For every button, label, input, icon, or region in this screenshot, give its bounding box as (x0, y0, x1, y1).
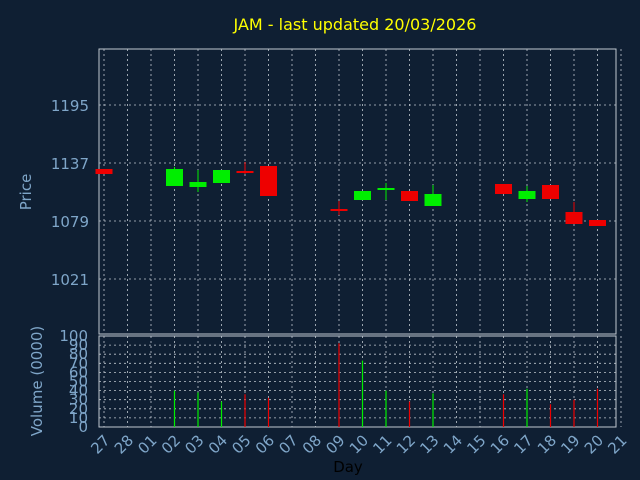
candle-body (166, 169, 183, 186)
volume-tick-label: 100 (59, 327, 88, 345)
volume-tick-label: 30 (69, 391, 88, 409)
candle-body (189, 182, 207, 187)
volume-tick-label: 10 (69, 409, 88, 427)
candle-body (495, 184, 512, 194)
volume-tick-label: 40 (69, 382, 88, 400)
candle-body (236, 171, 254, 173)
price-frame (98, 48, 617, 335)
volume-tick-label: 0 (78, 418, 88, 436)
candles (95, 162, 606, 226)
volume-tick-label: 80 (69, 345, 88, 363)
candle-body (401, 191, 418, 201)
price-tick-label: 1079 (51, 213, 89, 231)
candle-body (542, 185, 559, 199)
volume-tick-label: 70 (69, 354, 88, 372)
candle-body (213, 170, 230, 183)
candle-body (589, 220, 606, 226)
candle-body (260, 166, 277, 196)
candle-body (95, 169, 113, 174)
volume-bars (173, 343, 599, 427)
volume-axis-label: Volume (0000) (28, 326, 46, 436)
price-grid (98, 48, 622, 335)
candle-body (354, 191, 371, 200)
volume-tick-label: 20 (69, 400, 88, 418)
volume-tick-label: 60 (69, 363, 88, 381)
volume-tick-label: 90 (69, 336, 88, 354)
candle-body (330, 209, 348, 211)
candle-body (424, 194, 442, 206)
price-tick-label: 1195 (51, 97, 89, 115)
candle-body (565, 212, 583, 224)
chart-title: JAM - last updated 20/03/2026 (233, 15, 477, 34)
candle-body (377, 188, 395, 190)
day-axis-label: Day (333, 458, 363, 476)
price-tick-label: 1021 (51, 271, 89, 289)
price-axis-label: Price (17, 174, 35, 211)
volume-tick-label: 50 (69, 373, 88, 391)
price-tick-label: 1137 (51, 155, 89, 173)
candle-body (518, 191, 536, 199)
